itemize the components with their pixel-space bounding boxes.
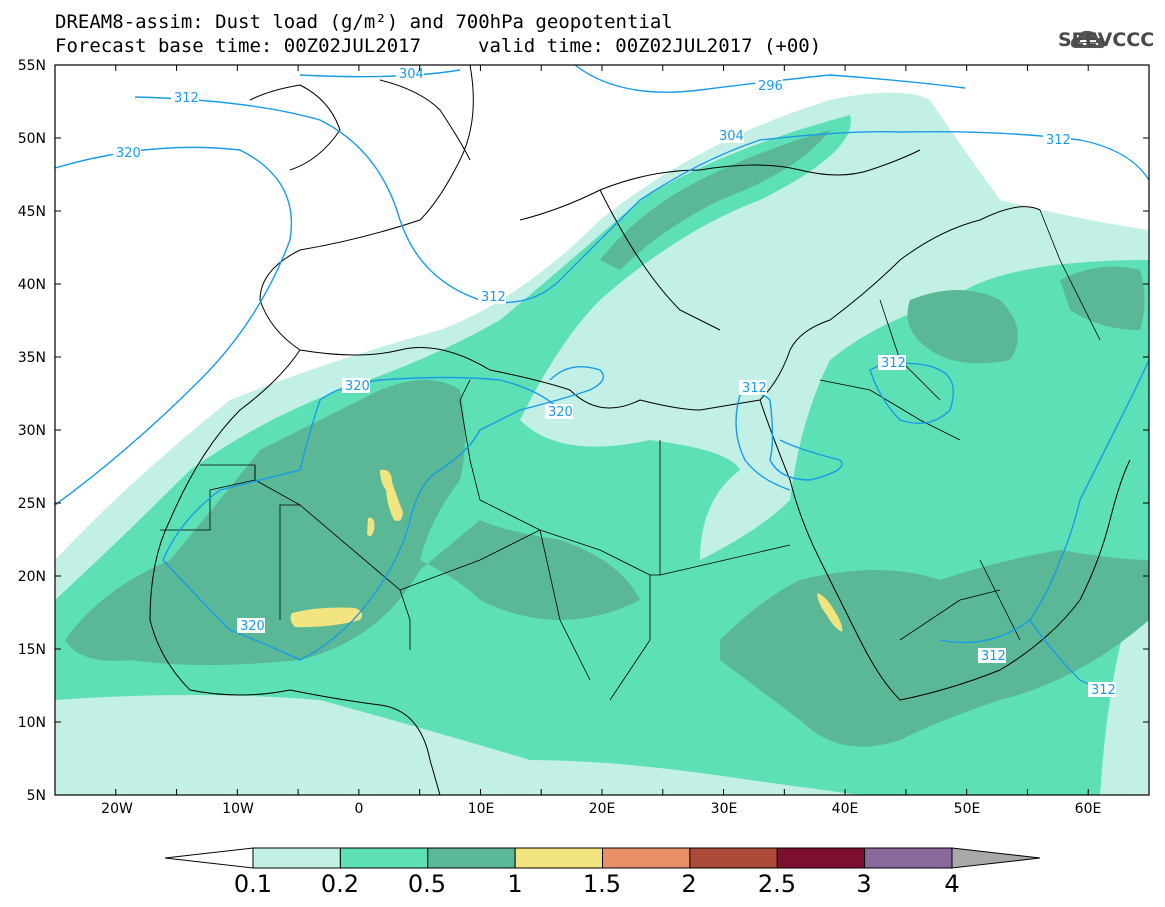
lat-label: 5N	[26, 788, 46, 804]
contour-label: 296	[758, 79, 783, 94]
colorbar-label: 2.5	[757, 870, 797, 898]
logo-text: SEEVCCC	[1058, 29, 1155, 51]
contour-labels: 304 296 312 320 304 312 312 320 320 312 …	[113, 66, 1116, 698]
lat-label: 55N	[17, 58, 46, 74]
colorbar-label: 4	[944, 870, 960, 898]
map-title-line1: DREAM8-assim: Dust load (g/m²) and 700hP…	[55, 11, 673, 33]
lat-label: 45N	[17, 204, 46, 220]
colorbar-swatch	[864, 847, 953, 869]
lat-label: 35N	[17, 350, 46, 366]
colorbar-under-triangle	[164, 847, 254, 869]
lat-label: 25N	[17, 496, 46, 512]
colorbar-swatch	[514, 847, 603, 869]
colorbar-label: 1	[507, 870, 523, 898]
colorbar-label: 2	[681, 870, 697, 898]
colorbar-swatch	[252, 847, 341, 869]
colorbar-swatch	[602, 847, 691, 869]
colorbar-swatch	[776, 847, 866, 869]
coastlines	[149, 65, 1131, 795]
lon-label: 20E	[588, 801, 616, 817]
map-title-valid-time: valid time: 00Z02JUL2017 (+00)	[478, 35, 822, 57]
dust-field	[55, 92, 1149, 795]
lon-label: 60E	[1074, 801, 1102, 817]
lon-label: 10W	[222, 801, 254, 817]
lat-label: 30N	[17, 423, 46, 439]
colorbar-swatch	[427, 847, 516, 869]
colorbar	[164, 847, 1041, 869]
lon-label: 0	[354, 801, 364, 817]
colorbar-over-triangle	[951, 847, 1041, 869]
contour-label: 312	[1046, 133, 1071, 148]
contour-label: 312	[981, 649, 1006, 664]
lat-label: 20N	[17, 569, 46, 585]
colorbar-label: 3	[856, 870, 872, 898]
contour-label: 320	[240, 619, 265, 634]
colorbar-swatch	[689, 847, 778, 869]
contour-label: 304	[399, 67, 424, 82]
colorbar-label: 0.5	[407, 870, 447, 898]
colorbar-swatch	[339, 847, 429, 869]
contour-label: 304	[719, 129, 744, 144]
contour-label: 312	[174, 91, 199, 106]
contour-label: 312	[481, 290, 506, 305]
contour-label: 312	[1091, 683, 1116, 698]
lon-label: 40E	[831, 801, 859, 817]
lon-label: 30E	[710, 801, 738, 817]
lat-label: 40N	[17, 277, 46, 293]
lat-label: 50N	[17, 131, 46, 147]
contour-label: 312	[742, 381, 767, 396]
lon-label: 50E	[953, 801, 981, 817]
lat-label: 10N	[17, 715, 46, 731]
colorbar-label: 0.1	[233, 870, 273, 898]
lon-label: 10E	[467, 801, 495, 817]
contour-label: 320	[345, 379, 370, 394]
colorbar-label: 0.2	[320, 870, 360, 898]
contour-label: 312	[881, 356, 906, 371]
contour-label: 320	[116, 146, 141, 161]
cloud-icon	[1070, 30, 1105, 49]
contour-label: 320	[548, 405, 573, 420]
lat-label: 15N	[17, 642, 46, 658]
colorbar-label: 1.5	[582, 870, 622, 898]
map-title-base-time: Forecast base time: 00Z02JUL2017	[55, 35, 422, 57]
lon-label: 20W	[101, 801, 133, 817]
